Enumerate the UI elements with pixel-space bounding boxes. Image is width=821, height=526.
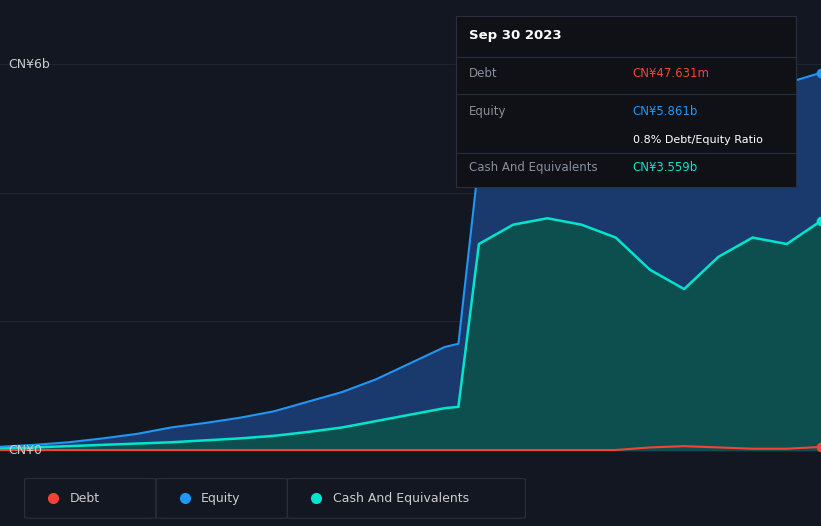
Text: CN¥6b: CN¥6b: [8, 58, 50, 71]
Text: Equity: Equity: [201, 492, 241, 505]
Text: 0.8% Debt/Equity Ratio: 0.8% Debt/Equity Ratio: [633, 136, 763, 146]
Text: CN¥0: CN¥0: [8, 444, 42, 458]
Text: Equity: Equity: [470, 105, 507, 118]
Text: Cash And Equivalents: Cash And Equivalents: [333, 492, 469, 505]
Text: Cash And Equivalents: Cash And Equivalents: [470, 161, 598, 174]
Text: Debt: Debt: [470, 67, 498, 80]
Text: Sep 30 2023: Sep 30 2023: [470, 29, 562, 43]
Text: CN¥3.559b: CN¥3.559b: [633, 161, 698, 174]
Text: CN¥47.631m: CN¥47.631m: [633, 67, 710, 80]
Text: Debt: Debt: [70, 492, 100, 505]
Text: CN¥5.861b: CN¥5.861b: [633, 105, 698, 118]
